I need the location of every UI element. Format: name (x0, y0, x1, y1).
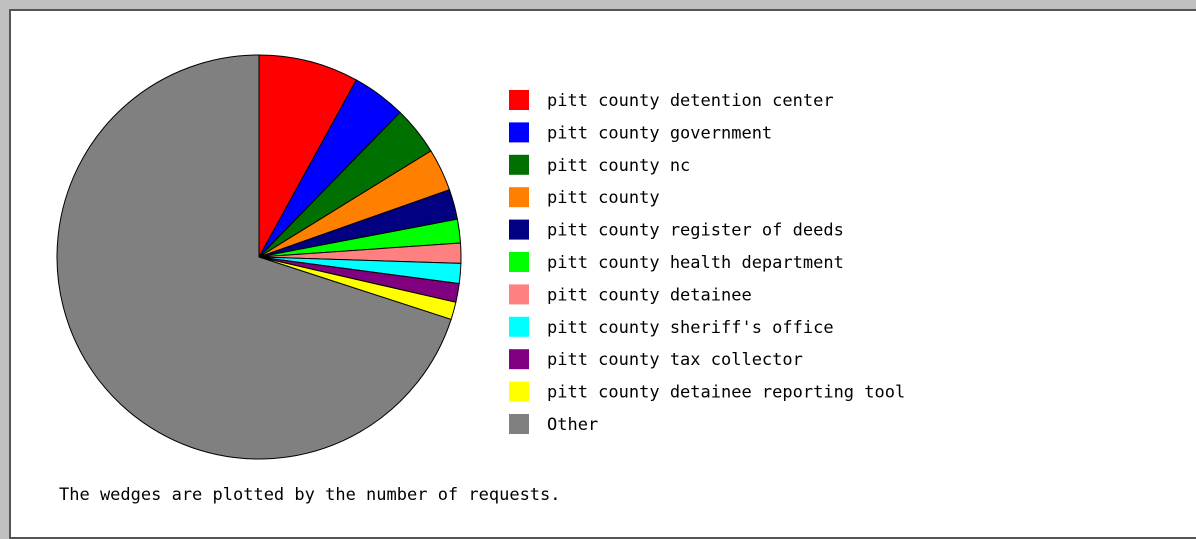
chart-footnote: The wedges are plotted by the number of … (59, 485, 561, 505)
legend-label: pitt county tax collector (547, 350, 803, 370)
legend-label: pitt county sheriff's office (547, 318, 834, 338)
legend-swatch (509, 252, 529, 272)
legend-swatch (509, 122, 529, 143)
legend-swatch (509, 90, 529, 110)
pie-slice (56, 54, 452, 460)
legend-label: pitt county register of deeds (547, 221, 844, 241)
legend-swatch (509, 316, 529, 337)
legend-swatch (509, 414, 529, 434)
legend-label: pitt county detainee reporting tool (547, 383, 905, 403)
legend-swatch (509, 381, 529, 402)
legend-label: Other (547, 415, 598, 435)
pie-chart: pitt county detention center pitt county … (56, 54, 905, 460)
legend-label: pitt county detention center (547, 91, 834, 111)
legend-swatch (509, 219, 529, 240)
legend-swatch (509, 284, 529, 305)
legend-label: pitt county government (547, 123, 772, 143)
legend-label: pitt county detainee (547, 285, 752, 305)
pie-slice (258, 54, 357, 258)
legend-label: pitt county nc (547, 156, 690, 176)
legend-label: pitt county health department (547, 253, 844, 273)
legend-swatch (509, 187, 529, 208)
legend-swatch (509, 154, 529, 175)
legend-label: pitt county (547, 188, 660, 208)
legend-swatch (509, 349, 529, 370)
chart-panel: pitt county detention center pitt county … (9, 9, 1196, 539)
